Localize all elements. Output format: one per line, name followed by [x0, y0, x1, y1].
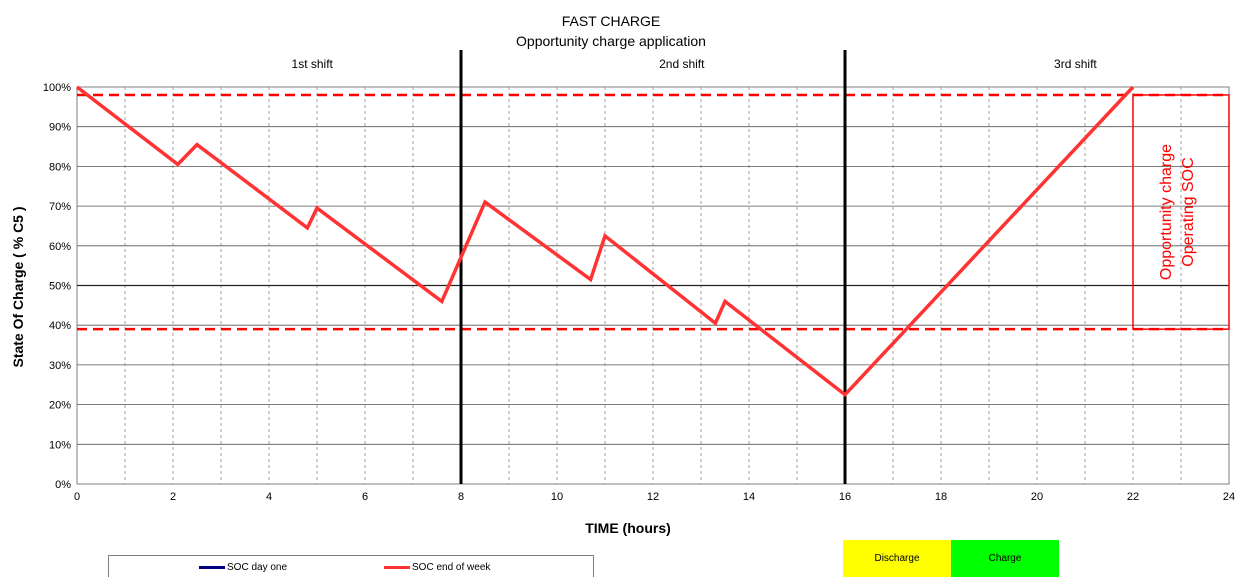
y-tick-label: 60%	[49, 241, 71, 253]
y-tick-label: 90%	[49, 122, 71, 134]
x-tick-label: 24	[1223, 491, 1235, 503]
y-tick-label: 0%	[55, 479, 71, 491]
y-tick-label: 50%	[49, 281, 71, 293]
tick-labels: 0 2 4 6 8 10 12 14 16 18 20 22 240%10%20%30%40%50%60…	[43, 82, 1235, 503]
x-tick-label: 2	[170, 491, 176, 503]
key-charge: Charge	[951, 540, 1059, 577]
grid	[76, 86, 1230, 485]
operating-band: Opportunity charge Operating SOC	[77, 93, 1230, 331]
x-tick-label: 6	[362, 491, 368, 503]
series-layer	[75, 85, 1135, 398]
legend-swatch-end-of-week	[384, 566, 410, 569]
legend-label-day-one: SOC day one	[227, 562, 288, 573]
y-tick-label: 40%	[49, 320, 71, 332]
shift-label: 2nd shift	[659, 57, 705, 71]
legend-item-soc-day-one: SOC day one	[199, 562, 287, 573]
band-annotation-line: Operating SOC	[1180, 157, 1197, 266]
legend-item-soc-end-of-week: SOC end of week	[384, 562, 490, 573]
x-tick-label: 18	[935, 491, 947, 503]
shift-labels: 1st shift 2nd shift 3rd shift	[292, 57, 1098, 71]
shift-label: 3rd shift	[1054, 57, 1097, 71]
x-tick-label: 10	[551, 491, 563, 503]
shift-label: 1st shift	[292, 57, 334, 71]
y-tick-label: 70%	[49, 201, 71, 213]
chart-title: FAST CHARGE	[562, 13, 661, 29]
y-tick-label: 30%	[49, 360, 71, 372]
key-discharge: Discharge	[843, 540, 951, 577]
y-axis-label: State Of Charge ( % C5 )	[10, 206, 26, 367]
y-tick-label: 10%	[49, 439, 71, 451]
x-tick-label: 14	[743, 491, 755, 503]
x-tick-label: 8	[458, 491, 464, 503]
legend: SOC day one SOC end of week	[108, 555, 594, 577]
band-box	[1132, 94, 1230, 330]
y-tick-label: 80%	[49, 161, 71, 173]
chart-subtitle: Opportunity charge application	[516, 33, 706, 49]
x-tick-label: 0	[74, 491, 80, 503]
shift-dividers	[459, 50, 847, 484]
y-tick-label: 100%	[43, 82, 71, 94]
band-annotation-line: Opportunity charge	[1158, 144, 1175, 280]
key-charge-label: Charge	[988, 553, 1022, 564]
key-discharge-label: Discharge	[874, 553, 920, 564]
legend-label-end-of-week: SOC end of week	[412, 562, 491, 573]
y-tick-label: 20%	[49, 400, 71, 412]
x-tick-label: 20	[1031, 491, 1043, 503]
series-line-soc-end-of-week	[75, 85, 1135, 398]
legend-swatch-day-one	[199, 566, 225, 569]
x-tick-label: 22	[1127, 491, 1139, 503]
x-tick-label: 4	[266, 491, 272, 503]
x-tick-label: 16	[839, 491, 851, 503]
x-axis-label: TIME (hours)	[585, 520, 671, 536]
x-tick-label: 12	[647, 491, 659, 503]
